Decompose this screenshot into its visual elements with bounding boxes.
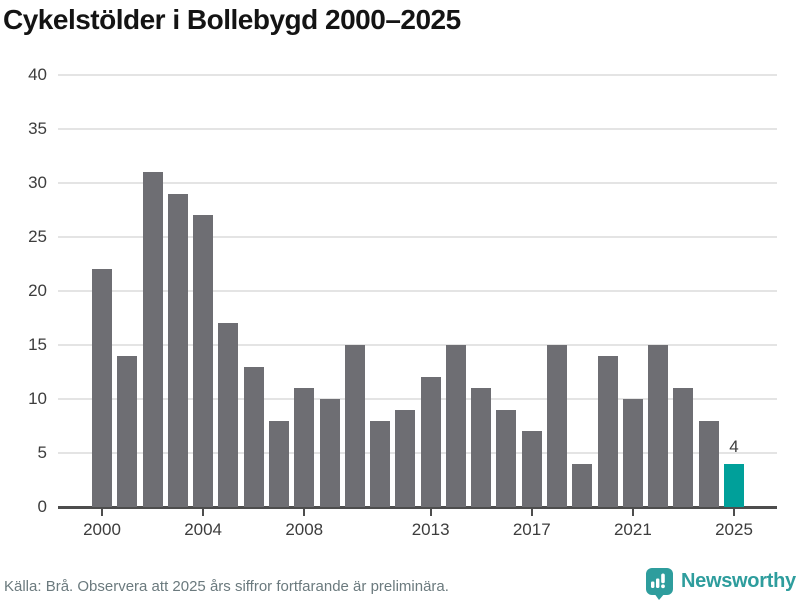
x-tick-2013 (429, 508, 432, 516)
bar-2002 (142, 172, 163, 507)
bar-2017 (521, 431, 542, 507)
bar-2003 (167, 193, 188, 507)
y-axis-label-20: 20 (28, 281, 47, 300)
bar-value-label-2025: 4 (729, 436, 739, 456)
y-axis-label-35: 35 (28, 119, 47, 138)
bar-2025 (724, 463, 744, 507)
x-axis-label-2004: 2004 (184, 520, 223, 539)
bar-2013 (420, 377, 441, 507)
newsworthy-wordmark: Newsworthy (681, 570, 796, 592)
gridline-30 (58, 182, 777, 184)
y-axis-label-25: 25 (28, 227, 47, 246)
x-axis-label-2000: 2000 (83, 520, 121, 539)
gridline-10 (58, 398, 777, 400)
bar-2000 (92, 269, 112, 507)
y-axis-label-40: 40 (28, 65, 47, 84)
bar-2014 (445, 345, 466, 507)
x-tick-2000 (101, 508, 103, 516)
bar-2022 (648, 345, 669, 507)
bar-2015 (471, 388, 492, 507)
x-axis-line (58, 505, 777, 509)
bar-2004 (193, 215, 214, 507)
x-axis-label-2008: 2008 (285, 520, 324, 539)
bar-2008 (294, 388, 315, 507)
newsworthy-brand: Newsworthy (645, 567, 796, 600)
x-tick-2021 (631, 508, 634, 516)
gridline-40 (58, 74, 777, 76)
source-note: Källa: Brå. Observera att 2025 års siffr… (4, 578, 449, 595)
x-tick-2025 (733, 508, 735, 516)
x-axis-label-2021: 2021 (613, 520, 652, 539)
x-tick-2008 (303, 508, 306, 516)
y-axis-label-10: 10 (28, 389, 47, 408)
bar-2016 (496, 409, 517, 507)
gridline-15 (58, 344, 777, 346)
x-tick-2017 (530, 508, 533, 516)
bar-2018 (547, 345, 568, 507)
y-axis-label-15: 15 (28, 335, 47, 354)
gridline-35 (58, 128, 777, 130)
bar-2001 (117, 355, 138, 507)
gridline-5 (58, 452, 777, 454)
newsworthy-logo-icon (645, 567, 675, 600)
y-axis-label-5: 5 (37, 443, 47, 462)
bar-2023 (673, 388, 694, 507)
bar-2012 (395, 409, 416, 507)
x-tick-2004 (202, 508, 205, 516)
bar-2005 (218, 323, 239, 507)
bar-2019 (572, 463, 593, 507)
bar-2024 (698, 420, 719, 507)
gridline-20 (58, 290, 777, 292)
page-title: Cykelstölder i Bollebygd 2000–2025 (3, 4, 461, 35)
x-axis-label-2017: 2017 (512, 520, 551, 539)
bar-2009 (319, 399, 340, 507)
gridline-25 (58, 236, 777, 238)
x-axis-label-2013: 2013 (411, 520, 450, 539)
bar-2006 (243, 366, 264, 507)
x-axis-label-2025: 2025 (715, 520, 753, 539)
bar-2011 (370, 420, 391, 507)
bar-2021 (622, 399, 643, 507)
bar-2020 (597, 355, 618, 507)
y-axis-label-30: 30 (28, 173, 47, 192)
bar-2007 (268, 420, 289, 507)
y-axis-label-0: 0 (37, 497, 47, 516)
bar-2010 (344, 345, 365, 507)
